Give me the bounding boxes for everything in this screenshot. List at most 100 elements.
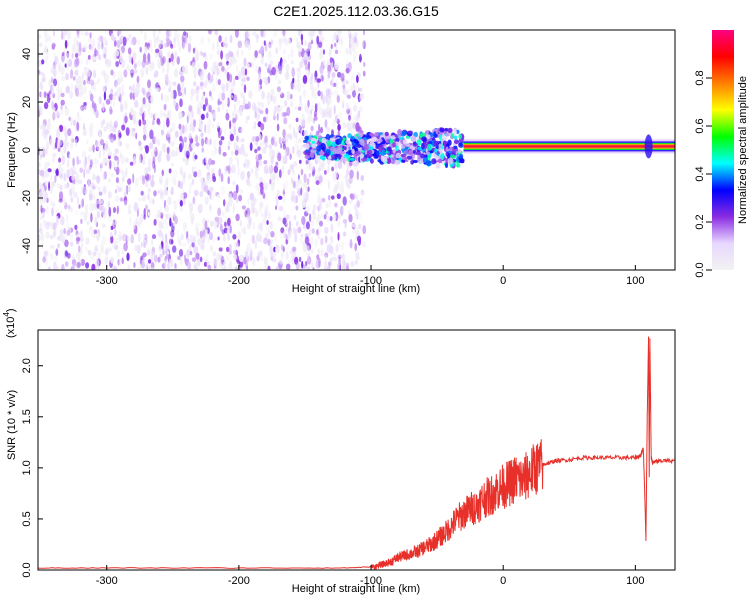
heatmap-cell (316, 145, 322, 152)
heatmap-cell (255, 183, 260, 191)
heatmap-cell (91, 182, 96, 187)
heatmap-cell (166, 151, 171, 162)
heatmap-cell (50, 244, 55, 249)
heatmap-cell (82, 150, 87, 159)
heatmap-cell (353, 104, 357, 112)
heatmap-cell (289, 101, 294, 108)
heatmap-cell (305, 69, 310, 79)
heatmap-cell (309, 30, 314, 38)
heatmap-cell (179, 200, 183, 207)
heatmap-cell (236, 158, 240, 167)
heatmap-cell (241, 205, 246, 210)
heatmap-cell (342, 254, 347, 262)
heatmap-cell (291, 60, 294, 65)
heatmap-cell (278, 65, 283, 75)
heatmap-cell (107, 200, 111, 209)
heatmap-cell (108, 190, 110, 199)
heatmap-cell (91, 263, 96, 270)
heatmap-cell (124, 100, 128, 110)
heatmap-cell (243, 84, 247, 93)
heatmap-cell (51, 41, 56, 46)
heatmap-cell (145, 263, 148, 270)
heatmap-cell (233, 125, 236, 136)
heatmap-cell (106, 73, 110, 82)
heatmap-cell (265, 142, 268, 149)
heatmap-cell (322, 59, 327, 68)
heatmap-cell (214, 147, 217, 155)
heatmap-cell (337, 232, 340, 241)
heatmap-cell (345, 47, 349, 55)
heatmap-cell (187, 42, 192, 53)
heatmap-cell (53, 30, 55, 37)
heatmap-cell (348, 161, 353, 167)
heatmap-cell (158, 79, 161, 86)
heatmap-cell (300, 187, 303, 196)
heatmap-cell (177, 236, 181, 244)
heatmap-cell (195, 134, 199, 143)
heatmap-cell (57, 147, 61, 152)
heatmap-cell (316, 78, 322, 83)
heatmap-cell (132, 52, 137, 62)
heatmap-cell (138, 145, 143, 152)
heatmap-cell (104, 255, 109, 264)
heatmap-cell (103, 126, 108, 132)
heatmap-cell (276, 113, 279, 121)
heatmap-cell (103, 46, 108, 55)
heatmap-cell (338, 258, 341, 266)
heatmap-cell (177, 91, 183, 97)
heatmap-cell (181, 179, 186, 184)
heatmap-cell (293, 161, 298, 167)
heatmap-cell (143, 128, 147, 134)
heatmap-cell (203, 81, 208, 88)
heatmap-cell (325, 133, 330, 140)
heatmap-cell (45, 55, 48, 64)
heatmap-cell (345, 139, 351, 145)
heatmap-cell (319, 220, 323, 227)
heatmap-cell (70, 140, 74, 150)
heatmap-cell (287, 169, 291, 176)
heatmap-cell (241, 49, 244, 56)
heatmap-cell (246, 178, 251, 186)
heatmap-cell (172, 245, 177, 253)
heatmap-cell (233, 58, 238, 64)
heatmap-cell (105, 30, 109, 36)
heatmap-cell (90, 182, 95, 188)
heatmap-cell (42, 256, 46, 263)
heatmap-cell (43, 102, 49, 110)
heatmap-cell (41, 59, 45, 65)
heatmap-cell (67, 30, 72, 38)
heatmap-cell (333, 105, 336, 115)
x-tick-label: -100 (360, 275, 382, 287)
heatmap-cell (327, 264, 330, 270)
heatmap-cell (193, 245, 198, 254)
heatmap-cell (46, 206, 49, 215)
heatmap-cell (320, 161, 325, 168)
heatmap-cell (319, 150, 325, 156)
heatmap-cell (164, 260, 167, 269)
heatmap-cell (340, 38, 344, 48)
heatmap-cell (50, 76, 53, 85)
heatmap-cell (229, 59, 233, 66)
heatmap-cell (225, 112, 230, 121)
heatmap-cell (434, 148, 438, 153)
heatmap-cell (274, 233, 277, 242)
heatmap-cell (302, 244, 307, 252)
multiplier-base: (x10 (5, 317, 17, 338)
heatmap-cell (65, 213, 69, 223)
heatmap-cell (120, 58, 126, 69)
heatmap-cell (63, 145, 67, 154)
heatmap-cell (90, 79, 95, 86)
heatmap-cell (179, 256, 183, 266)
heatmap-cell (301, 118, 306, 127)
heatmap-cell (151, 237, 154, 246)
heatmap-cell (195, 252, 200, 260)
heatmap-cell (236, 197, 239, 203)
heatmap-cell (137, 60, 142, 67)
heatmap-cell (270, 88, 275, 96)
heatmap-cell (301, 40, 304, 46)
heatmap-cell (333, 257, 338, 262)
heatmap-cell (308, 226, 312, 236)
heatmap-cell (284, 252, 290, 261)
heatmap-cell (343, 153, 350, 159)
heatmap-cell (72, 187, 75, 198)
